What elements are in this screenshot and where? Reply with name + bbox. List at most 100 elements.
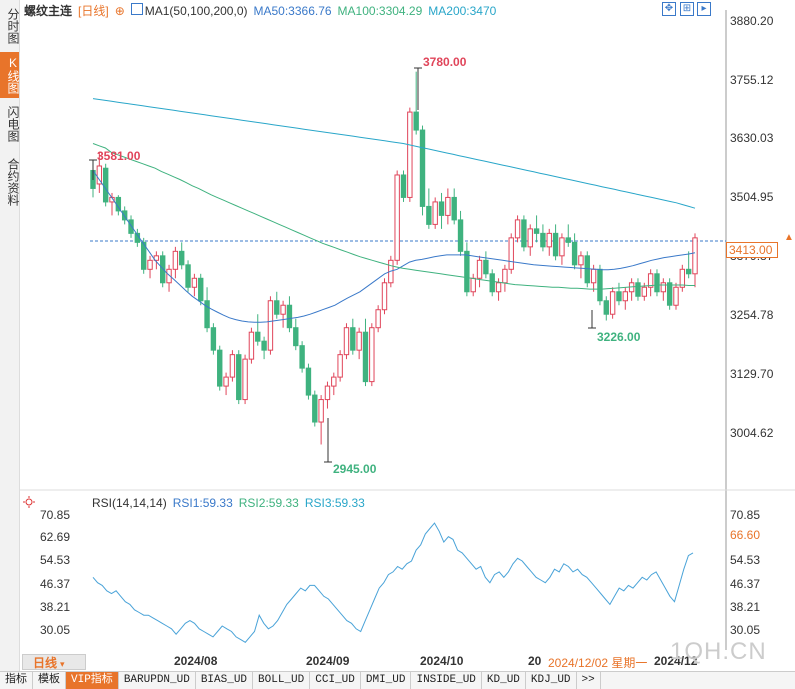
- candle-body: [514, 219, 521, 239]
- rsi1-value: RSI1:59.33: [172, 496, 233, 510]
- candle-body: [318, 399, 324, 423]
- candle-body: [337, 354, 343, 378]
- expand-icon[interactable]: ✥: [662, 2, 676, 16]
- candle-body: [679, 268, 686, 288]
- tab-kline-chart[interactable]: K线图: [0, 52, 20, 98]
- ma200-value: MA200:3470: [428, 4, 497, 18]
- zoom-icon[interactable]: ⊞: [680, 2, 694, 16]
- candle-body: [609, 291, 616, 315]
- candle-body: [673, 286, 679, 306]
- x-axis-label: 2024/10: [420, 654, 464, 668]
- candle-body: [255, 331, 261, 342]
- tab-inside[interactable]: INSIDE_UD: [411, 672, 482, 689]
- candle-body: [571, 241, 578, 266]
- rsi-axis-label-right: 38.21: [730, 600, 761, 614]
- rsi-axis-label-left: 38.21: [40, 600, 71, 614]
- rsi-axis-label-right: 54.53: [730, 553, 761, 567]
- low-annotation: 2945.00: [333, 462, 377, 476]
- candle-body: [381, 282, 388, 311]
- candle-body: [248, 331, 255, 360]
- candle-body: [559, 237, 565, 257]
- candle-body: [432, 201, 438, 225]
- candle-body: [552, 232, 559, 257]
- candle-body: [635, 282, 641, 297]
- period-selector[interactable]: 日线 ▾: [22, 654, 86, 670]
- candle-body: [369, 327, 375, 383]
- watermark: 1QH.CN: [670, 638, 767, 665]
- rsi-current-value: 66.60: [730, 528, 761, 542]
- period-selector-label: 日线: [33, 656, 58, 670]
- tab-kdj[interactable]: KDJ_UD: [526, 672, 577, 689]
- candle-body: [210, 327, 217, 351]
- tab-lightning-chart[interactable]: 闪电图: [6, 106, 20, 142]
- candle-body: [236, 354, 242, 401]
- candle-body: [229, 354, 236, 378]
- candle-body: [451, 196, 457, 221]
- candle-body: [426, 205, 432, 225]
- candle-body: [204, 300, 210, 329]
- candle-body: [375, 309, 381, 329]
- plus-circle-icon[interactable]: ⊕: [114, 4, 125, 18]
- candle-body: [565, 237, 571, 243]
- candle-body: [267, 300, 274, 351]
- ma200-line: [92, 98, 696, 209]
- candle-body: [438, 201, 445, 216]
- candle-body: [293, 327, 299, 347]
- candle-body: [350, 327, 356, 351]
- candle-body: [179, 250, 185, 266]
- candle-body: [400, 174, 407, 198]
- dropdown-icon: ▾: [60, 659, 65, 669]
- candle-body: [476, 259, 483, 279]
- candle-body: [445, 196, 451, 216]
- tab-indicator[interactable]: 指标: [0, 672, 33, 689]
- candle-body: [527, 228, 533, 248]
- candle-body: [578, 255, 584, 266]
- cursor-date-label: 2024/12/02 星期一: [548, 656, 648, 670]
- candle-body: [616, 291, 622, 302]
- arrow-up-icon: ▲: [784, 232, 794, 243]
- candle-body: [540, 232, 546, 248]
- candle-body: [407, 111, 413, 198]
- tab-barupdn[interactable]: BARUPDN_UD: [119, 672, 196, 689]
- candle-body: [242, 358, 248, 401]
- candle-body: [654, 273, 660, 293]
- ma100-value: MA100:3304.29: [337, 4, 423, 18]
- rsi-axis-label-right: 46.37: [730, 577, 761, 591]
- period-label[interactable]: [日线]: [78, 4, 109, 18]
- tab-timeshare-chart[interactable]: 分时图: [6, 8, 20, 44]
- candle-body: [299, 345, 305, 369]
- x-axis-label: 2024/08: [174, 654, 218, 668]
- tab-kd[interactable]: KD_UD: [482, 672, 526, 689]
- indicator-icon[interactable]: [130, 3, 143, 15]
- candle-body: [96, 165, 103, 185]
- candle-body: [533, 228, 540, 234]
- candle-body: [166, 268, 172, 284]
- scroll-right-icon[interactable]: ▸: [697, 2, 711, 16]
- rsi-axis-label-left: 54.53: [40, 553, 71, 567]
- candle-body: [102, 167, 109, 203]
- rsi-axis-label-left: 46.37: [40, 577, 71, 591]
- rsi-axis-label-left: 70.85: [40, 508, 71, 522]
- tab-contract-info[interactable]: 合约资料: [6, 158, 20, 206]
- settings-sun-icon[interactable]: [23, 496, 35, 508]
- tab-bias[interactable]: BIAS_UD: [196, 672, 254, 689]
- candle-body: [280, 304, 286, 315]
- candle-body: [198, 277, 204, 302]
- tab-boll[interactable]: BOLL_UD: [253, 672, 311, 689]
- y-axis-label: 3004.62: [730, 426, 774, 440]
- candle-body: [622, 291, 628, 302]
- candle-body: [331, 376, 337, 387]
- rsi-axis-label-left: 30.05: [40, 623, 71, 637]
- tab-dmi[interactable]: DMI_UD: [361, 672, 412, 689]
- ma-parameters: MA1(50,100,200,0): [144, 4, 248, 18]
- candle-body: [597, 268, 603, 302]
- tab-more[interactable]: >>: [577, 672, 601, 689]
- last-price-badge: 3413.00: [726, 242, 778, 258]
- candle-body: [590, 268, 597, 284]
- tab-vip-indicator[interactable]: VIP指标: [66, 672, 119, 689]
- rsi-axis-label-left: 62.69: [40, 530, 71, 544]
- tab-template[interactable]: 模板: [33, 672, 66, 689]
- candle-body: [223, 376, 229, 387]
- tab-cci[interactable]: CCI_UD: [310, 672, 361, 689]
